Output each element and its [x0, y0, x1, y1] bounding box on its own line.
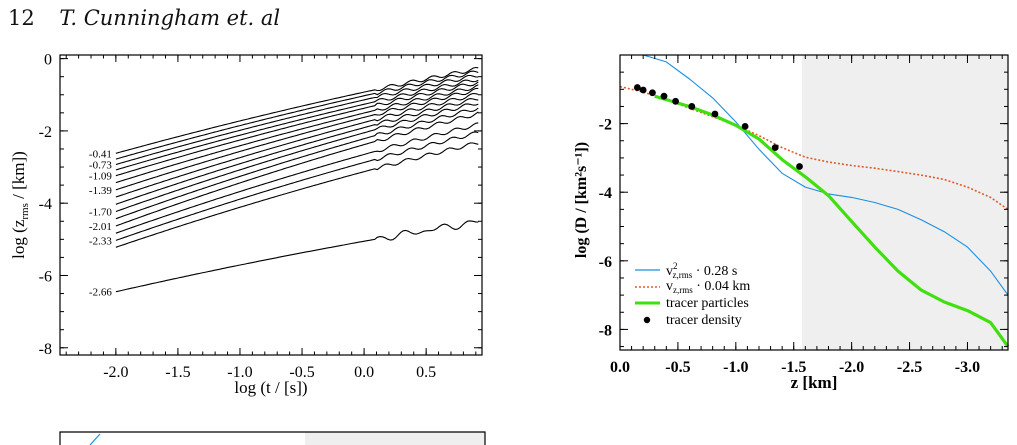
- tracer-density-point: [771, 144, 779, 152]
- left-series-line: [115, 79, 479, 171]
- left-series-line: [115, 70, 479, 160]
- tracer-density-point: [711, 110, 719, 118]
- left-series-line: [115, 122, 479, 234]
- curve-label: -1.39: [89, 185, 112, 197]
- legend: v2 z,rms · 0.28 s vz,rms · 0.04 km tracer…: [635, 261, 750, 328]
- x-tick-label: -2.5: [897, 359, 922, 376]
- left-y-axis-label: log (zrms / [km]): [9, 151, 31, 259]
- x-tick-label: -0.5: [665, 359, 690, 376]
- left-x-axis-label: log (t / [s]): [234, 378, 307, 397]
- left-series-line: [115, 142, 479, 248]
- left-series-line: [115, 220, 479, 293]
- tracer-density-point: [672, 97, 679, 105]
- x-tick-label: 0.5: [416, 364, 436, 381]
- left-series-line: [115, 74, 479, 166]
- legend-label-v: vz,rms · 0.04 km: [666, 279, 750, 295]
- x-tick-label: 0.0: [610, 359, 630, 376]
- right-chart: 0.0 -0.5 -1.0 -1.5 -2.0 -2.5 -3.0 -8 -6 -4 -2 z […: [573, 54, 1010, 392]
- x-tick-label: -2.0: [103, 364, 128, 381]
- tracer-density-points: [633, 84, 803, 170]
- tracer-density-point: [649, 89, 656, 97]
- left-plot-frame: [59, 54, 483, 356]
- left-series-line: [115, 98, 479, 205]
- left-series-line: [115, 107, 479, 220]
- left-curve-labels: -0.41-0.73-1.09 -1.39 -1.70 -2.01 -2.33 -2.66: [89, 148, 112, 298]
- right-y-ticks: -8 -6 -4 -2: [599, 54, 1008, 348]
- tracer-density-point: [660, 92, 668, 100]
- legend-label-tracer: tracer particles: [666, 296, 749, 311]
- left-series-line: [115, 131, 479, 241]
- y-tick-label: -8: [39, 341, 52, 358]
- curve-label: -1.09: [89, 171, 112, 183]
- page-header: 12 T. Cunningham et. al: [8, 6, 280, 30]
- bottom-shaded-region: [305, 432, 485, 445]
- curve-label: -2.33: [89, 235, 112, 247]
- page-number: 12: [8, 6, 35, 30]
- legend-swatch-density: [643, 316, 651, 324]
- legend-label-density: tracer density: [666, 313, 742, 328]
- tracer-density-point: [639, 86, 647, 94]
- left-x-ticks: -2.0 -1.5 -1.0 -0.5 0.0 0.5: [65, 55, 477, 381]
- left-y-ticks: -8 -6 -4 -2 0: [39, 52, 482, 358]
- tracer-density-point: [741, 122, 749, 130]
- x-tick-label: -1.0: [227, 364, 252, 381]
- tracer-density-point: [688, 103, 696, 110]
- left-series-line: [115, 111, 479, 227]
- x-tick-label: -1.0: [723, 359, 748, 376]
- y-tick-label: -4: [39, 196, 52, 213]
- x-tick-label: -2.0: [839, 359, 864, 376]
- left-series-line: [115, 66, 479, 154]
- tracer-density-point: [633, 84, 641, 91]
- bottom-plot-frame: [59, 431, 486, 445]
- right-x-axis-label: z [km]: [791, 373, 838, 392]
- author-line: T. Cunningham et. al: [59, 6, 281, 30]
- left-series-line: [115, 81, 479, 177]
- left-series-line: [115, 103, 479, 213]
- x-tick-label: -3.0: [955, 359, 980, 376]
- right-x-ticks: 0.0 -0.5 -1.0 -1.5 -2.0 -2.5 -3.0: [610, 55, 1003, 376]
- right-series-group: [619, 54, 1010, 348]
- series-v2-line: [620, 54, 1009, 296]
- curve-label: -0.41: [89, 148, 112, 160]
- x-tick-label: 0.0: [354, 364, 374, 381]
- y-tick-label: -8: [599, 322, 612, 339]
- y-tick-label: -2: [39, 124, 52, 141]
- x-tick-label: -1.5: [781, 359, 806, 376]
- x-tick-label: -1.5: [165, 364, 190, 381]
- y-tick-label: -4: [599, 185, 612, 202]
- legend-label-v2: v2 z,rms · 0.28 s: [666, 261, 737, 280]
- curve-label: -0.73: [89, 160, 112, 172]
- series-tracer-line: [654, 94, 1010, 348]
- left-series-line: [115, 84, 479, 184]
- curve-label: -2.01: [89, 221, 112, 233]
- bottom-partial-line: [89, 433, 101, 445]
- x-tick-label: -0.5: [289, 364, 314, 381]
- left-series-line: [115, 87, 479, 191]
- y-tick-label: -2: [599, 117, 612, 134]
- left-series-group: [115, 66, 479, 293]
- bottom-partial-panel: [59, 431, 486, 445]
- y-tick-label: -6: [599, 254, 612, 271]
- right-y-axis-label: log (D / [km²s⁻¹]): [573, 142, 590, 258]
- y-tick-label: -6: [39, 268, 52, 285]
- right-plot-frame: [619, 54, 1009, 351]
- tracer-density-point: [796, 163, 803, 170]
- y-tick-label: 0: [44, 52, 52, 69]
- left-chart: -2.0 -1.5 -1.0 -0.5 0.0 0.5 -8 -6 -4 -2 0 -0.41-0…: [9, 52, 483, 397]
- curve-label: -1.70: [89, 207, 112, 219]
- curve-label: -2.66: [89, 287, 112, 299]
- left-series-line: [115, 92, 479, 198]
